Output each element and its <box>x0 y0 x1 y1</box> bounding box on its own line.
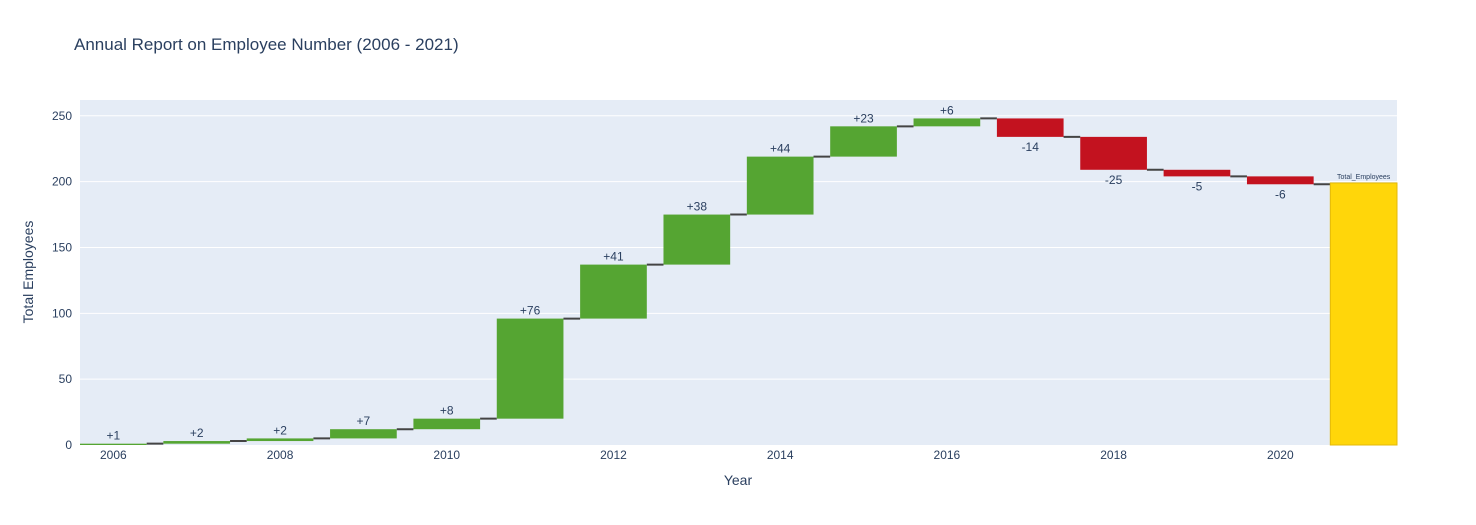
x-tick-label: 2008 <box>267 448 294 462</box>
y-tick-label: 50 <box>59 372 73 386</box>
bar-2012 <box>580 264 647 319</box>
data-label: +23 <box>853 111 874 125</box>
bar-2020 <box>1246 176 1314 185</box>
chart-title: Annual Report on Employee Number (2006 -… <box>74 35 459 54</box>
bar-2018 <box>1080 136 1147 170</box>
x-tick-label: 2020 <box>1267 448 1294 462</box>
x-tick-label: 2016 <box>934 448 961 462</box>
y-tick-label: 0 <box>65 438 72 452</box>
data-label: -5 <box>1192 179 1203 193</box>
bar-2011 <box>496 318 564 419</box>
x-tick-labels: 2006 2008 2010 2012 2014 2016 2018 2020 <box>100 448 1294 462</box>
x-tick-label: 2014 <box>767 448 794 462</box>
bar-2017 <box>996 118 1064 137</box>
x-axis-title: Year <box>724 472 753 488</box>
data-label: +8 <box>440 404 454 418</box>
data-label: +76 <box>520 304 541 318</box>
plot-area <box>80 100 1397 445</box>
data-label: +2 <box>273 423 287 437</box>
bar-2015 <box>830 126 897 157</box>
data-label: +2 <box>190 426 204 440</box>
y-axis-title: Total Employees <box>20 221 36 324</box>
bar-2009 <box>330 429 397 439</box>
bar-total <box>1329 182 1398 446</box>
data-label: -25 <box>1105 173 1123 187</box>
y-tick-label: 250 <box>52 109 72 123</box>
bar-2013 <box>663 214 731 265</box>
bar-2014 <box>746 156 814 215</box>
data-label: -14 <box>1022 140 1040 154</box>
data-label: +1 <box>106 429 120 443</box>
bar-2006 <box>80 443 147 445</box>
data-label: +41 <box>603 250 624 264</box>
data-label: +38 <box>687 200 708 214</box>
bar-2019 <box>1163 169 1231 177</box>
x-tick-label: 2018 <box>1100 448 1127 462</box>
data-label: -6 <box>1275 187 1286 201</box>
bar-2008 <box>246 438 314 442</box>
y-tick-label: 100 <box>52 306 72 320</box>
data-labels: +1 +2 +2 +7 +8 +76 +41 +38 +44 +23 +6 -14 -25 -5 -6 Tot… <box>106 103 1390 442</box>
total-label: Total_Employees <box>1337 174 1391 181</box>
data-label: +6 <box>940 103 954 117</box>
x-tick-label: 2010 <box>433 448 460 462</box>
data-label: +44 <box>770 142 791 156</box>
bar-2010 <box>413 418 481 430</box>
bars <box>80 118 1398 446</box>
gridlines <box>80 115 1397 380</box>
bar-2016 <box>913 118 981 127</box>
y-tick-label: 200 <box>52 175 72 189</box>
connectors <box>146 117 1331 445</box>
y-tick-label: 150 <box>52 240 72 254</box>
data-label: +7 <box>357 414 371 428</box>
bar-2007 <box>163 441 231 444</box>
x-tick-label: 2012 <box>600 448 627 462</box>
y-tick-labels: 0 50 100 150 200 250 <box>52 109 72 452</box>
x-tick-label: 2006 <box>100 448 127 462</box>
